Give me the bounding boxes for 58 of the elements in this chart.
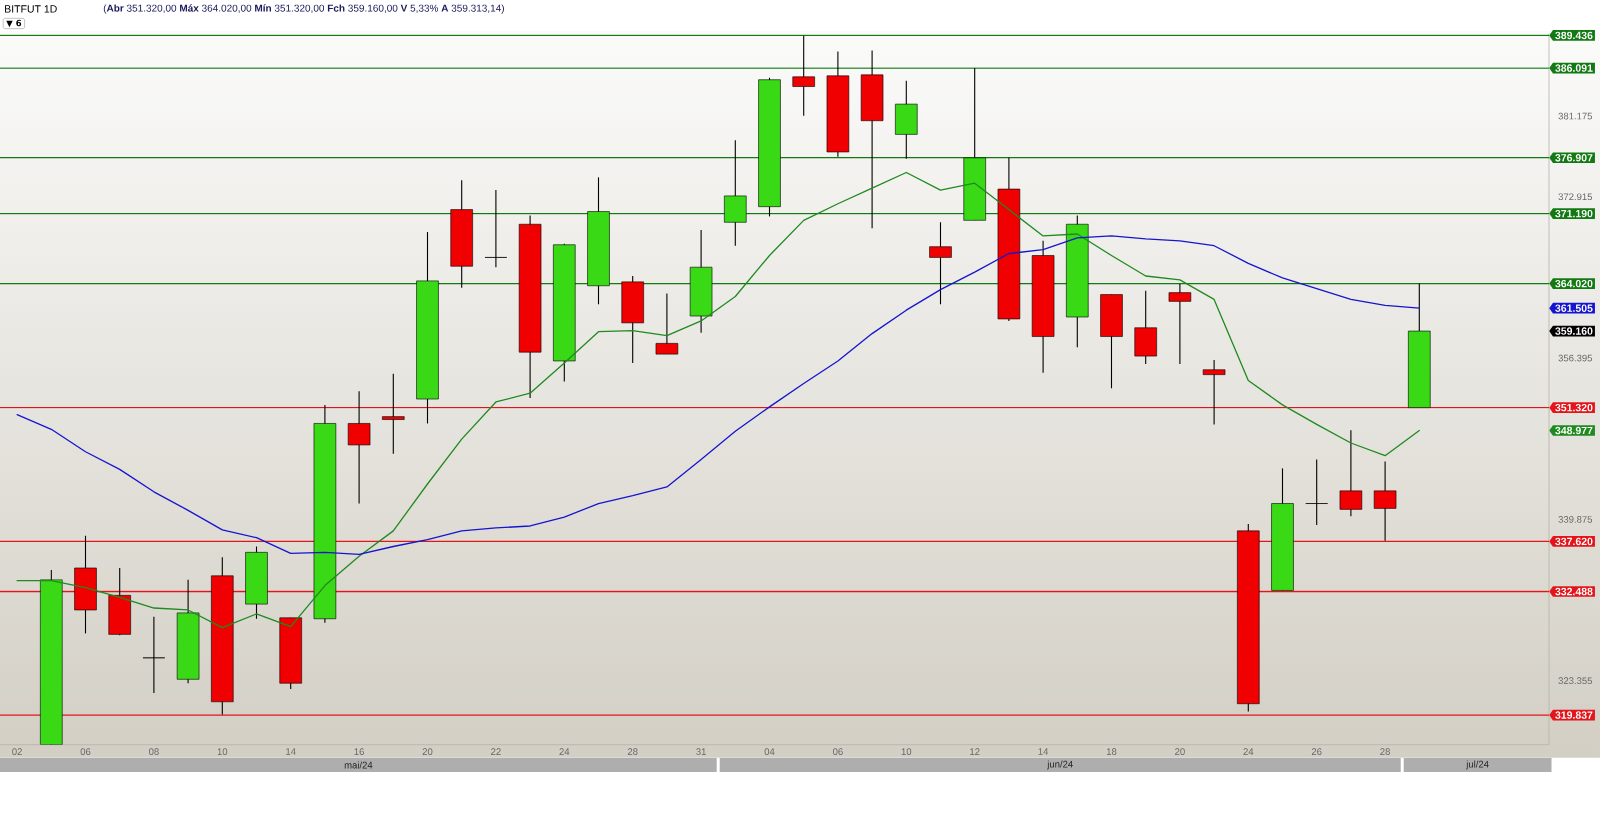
x-tick-label: 02 [12, 748, 22, 755]
x-tick-label: 24 [559, 748, 570, 755]
ref-line-label: 351.320 [1555, 403, 1593, 412]
ref-line-label: 337.620 [1555, 537, 1593, 546]
candlestick [929, 221, 952, 305]
x-tick-label: 18 [1106, 748, 1117, 755]
x-tick-label: 14 [286, 748, 296, 755]
x-tick-label: 06 [80, 748, 91, 755]
x-tick-label: 24 [1243, 748, 1254, 755]
text: jun/24 [1047, 760, 1073, 770]
x-tick-label: 16 [354, 748, 364, 755]
x-tick-label: 20 [422, 748, 433, 755]
line-series [16, 171, 1420, 629]
text: 348.977 [1555, 426, 1593, 435]
text: ▼ 6 [6, 19, 22, 28]
ref-line-label: 364.020 [1555, 279, 1593, 288]
y-tick-label: 372.915 [1558, 193, 1593, 201]
x-tick-label: 12 [970, 748, 980, 755]
candlestick [1168, 283, 1192, 365]
x-tick-label: 06 [832, 748, 843, 755]
candlestick [1202, 359, 1226, 425]
ref-line-label: 332.488 [1555, 587, 1593, 596]
candlestick [142, 616, 166, 694]
candlestick [1373, 460, 1397, 542]
x-tick-label: 14 [1038, 748, 1049, 755]
x-tick-label: 10 [901, 748, 912, 755]
line-series [16, 235, 1420, 555]
y-tick-label: 381.175 [1558, 112, 1593, 120]
text: (Abr 351.320,00 Máx 364.020,00 Mín 351.320,00 Fch 359.160,00 V 5,33% A 359.313,14) [103, 4, 504, 14]
x-tick-label: 04 [764, 748, 775, 755]
ref-line-label: 371.190 [1555, 209, 1593, 218]
text: 361.505 [1555, 304, 1593, 312]
text: mai/24 [344, 761, 373, 769]
x-tick-label: 31 [696, 748, 706, 755]
x-tick-label: 22 [491, 748, 501, 755]
candlestick [347, 390, 371, 505]
x-tick-label: 28 [627, 748, 638, 755]
candlestick [1305, 459, 1328, 526]
candlestick [484, 189, 508, 268]
chart-title: BITFUT 1D [5, 5, 57, 13]
x-tick-label: 20 [1175, 748, 1185, 755]
ref-line-label: 389.436 [1555, 31, 1593, 40]
ref-line-label: 319.837 [1555, 711, 1593, 719]
candlestick [655, 293, 679, 355]
x-tick-label: 26 [1311, 748, 1322, 755]
candlestick [1339, 429, 1363, 517]
text: jul/24 [1466, 760, 1489, 770]
ref-line-label: 376.907 [1555, 154, 1593, 162]
x-tick-label: 08 [148, 748, 159, 755]
candlestick [792, 35, 815, 117]
ref-line-label: 386.091 [1555, 64, 1593, 72]
candlestick [382, 373, 405, 455]
x-tick-label: 28 [1380, 748, 1390, 755]
x-tick-label: 10 [217, 748, 228, 755]
y-tick-label: 339.875 [1558, 516, 1593, 523]
y-tick-label: 323.355 [1558, 677, 1593, 685]
text: 359.160 [1555, 327, 1593, 335]
y-tick-label: 356.395 [1558, 354, 1593, 362]
